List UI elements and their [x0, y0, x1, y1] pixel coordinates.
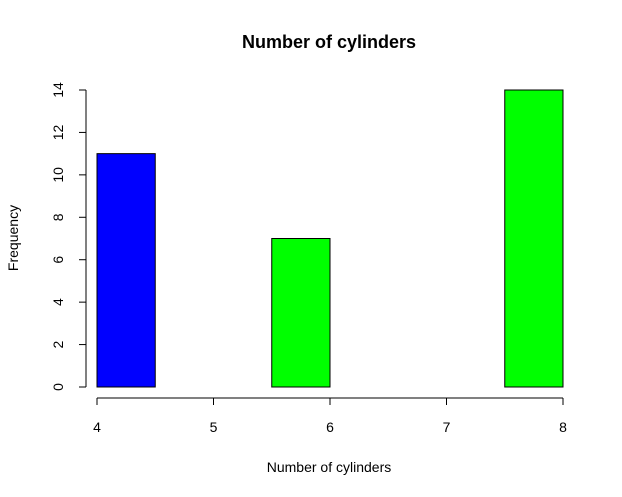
histogram-bar-0: [96, 153, 156, 388]
y-tick-label-0: 0: [50, 383, 66, 391]
y-tick-label-5: 10: [50, 167, 66, 183]
x-tick-label-2: 6: [326, 419, 334, 435]
y-tick-label-7: 14: [50, 82, 66, 98]
x-tick-label-1: 5: [210, 419, 218, 435]
chart-title: Number of cylinders: [242, 32, 416, 52]
x-tick-label-3: 7: [443, 419, 451, 435]
y-axis-label: Frequency: [5, 205, 21, 271]
histogram-bar-3: [271, 238, 331, 388]
histogram-bar-7: [504, 89, 564, 388]
y-tick-label-3: 6: [50, 256, 66, 264]
x-axis-label: Number of cylinders: [267, 459, 392, 475]
bars-layer: [96, 89, 564, 388]
y-axis: 0 2 4 6 8 10 12 14: [50, 82, 87, 391]
x-tick-label-0: 4: [93, 419, 101, 435]
x-axis: 4 5 6 7 8: [93, 397, 567, 435]
x-tick-label-4: 8: [559, 419, 567, 435]
y-tick-label-1: 2: [50, 340, 66, 348]
y-tick-label-6: 12: [50, 124, 66, 140]
y-tick-label-2: 4: [50, 298, 66, 306]
y-tick-label-4: 8: [50, 213, 66, 221]
